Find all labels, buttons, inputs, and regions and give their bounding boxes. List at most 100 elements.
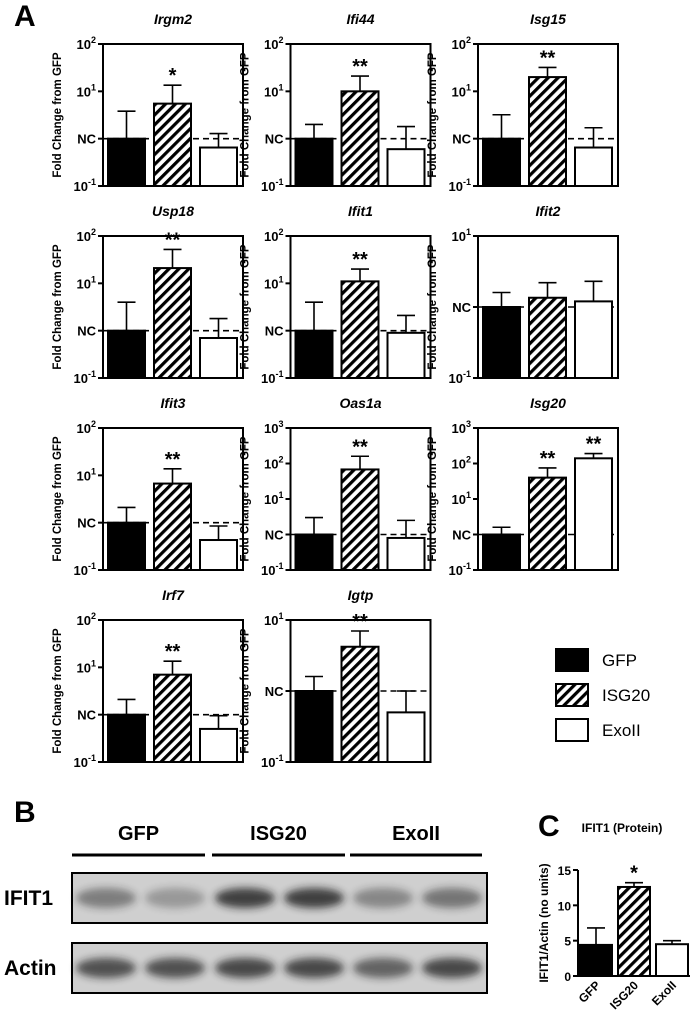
y-tick-label: NC — [265, 132, 284, 147]
significance-label: * — [630, 863, 638, 885]
y-tick-label: 10-1 — [449, 369, 471, 386]
chart-title: Ifi44 — [346, 11, 374, 27]
tick-base: NC — [452, 300, 471, 315]
bar — [340, 645, 380, 764]
plot-frame — [102, 619, 244, 763]
tick-base: 10 — [452, 457, 466, 472]
bar — [199, 727, 238, 763]
y-tick-label: 102 — [264, 455, 283, 472]
bar — [107, 521, 146, 572]
blot-band — [353, 958, 413, 978]
tick-base: 10 — [449, 179, 463, 194]
bar — [294, 137, 334, 188]
tick-base: NC — [77, 708, 96, 723]
y-tick-label: NC — [77, 708, 96, 723]
tick-exponent: -1 — [463, 561, 471, 571]
bar — [386, 331, 426, 379]
tick-base: 10 — [77, 84, 91, 99]
significance-label: ** — [586, 434, 602, 456]
y-axis-label: Fold Change from GFP — [52, 436, 64, 562]
y-axis-label: IFIT1/Actin (no units) — [537, 863, 551, 982]
y-tick-label: 101 — [77, 658, 96, 675]
plot-frame — [477, 43, 619, 187]
tick-exponent: 1 — [278, 82, 283, 92]
tick-exponent: 2 — [278, 455, 283, 465]
bar — [482, 533, 521, 571]
tick-exponent: 1 — [466, 82, 471, 92]
blot-band — [422, 888, 482, 908]
y-axis-label: Fold Change from GFP — [427, 436, 439, 562]
y-tick-label: 10-1 — [74, 369, 96, 386]
tick-exponent: -1 — [88, 753, 96, 763]
bar — [617, 885, 651, 978]
tick-base: NC — [265, 684, 284, 699]
plot-frame — [477, 427, 619, 571]
tick-base: 10 — [261, 179, 275, 194]
tick-base: 10 — [74, 371, 88, 386]
y-tick-label: 101 — [77, 274, 96, 291]
y-tick-label: 102 — [452, 35, 471, 52]
tick-base: NC — [77, 324, 96, 339]
tick-exponent: 1 — [278, 274, 283, 284]
bar — [528, 476, 567, 571]
tick-exponent: 1 — [278, 611, 283, 621]
bar — [655, 943, 689, 978]
legend-label: ExoII — [602, 721, 641, 740]
y-tick-label: 10-1 — [74, 561, 96, 578]
tick-exponent: 2 — [466, 35, 471, 45]
plot-frame — [289, 43, 432, 187]
y-tick-label: NC — [265, 528, 284, 543]
blot-strip — [71, 942, 488, 994]
blot-band — [215, 888, 275, 908]
bar — [574, 300, 613, 380]
tick-exponent: -1 — [275, 753, 283, 763]
legend-label: GFP — [602, 651, 637, 670]
tick-base: 10 — [452, 421, 466, 436]
tick-exponent: 1 — [91, 658, 96, 668]
y-tick-label: 102 — [264, 35, 283, 52]
tick-exponent: 2 — [91, 611, 96, 621]
tick-exponent: -1 — [463, 177, 471, 187]
bar — [386, 536, 426, 572]
y-tick-label: NC — [77, 516, 96, 531]
y-tick-label: 10-1 — [74, 753, 96, 770]
y-tick-label: NC — [265, 684, 284, 699]
y-tick-label: 102 — [77, 611, 96, 628]
x-tick-label: GFP — [576, 978, 603, 1005]
blot-band — [145, 958, 205, 978]
tick-exponent: -1 — [275, 561, 283, 571]
y-tick-label: 101 — [77, 82, 96, 99]
tick-base: 10 — [264, 229, 278, 244]
tick-base: 10 — [264, 84, 278, 99]
y-tick-label: 10-1 — [449, 561, 471, 578]
tick-base: 10 — [452, 229, 466, 244]
y-tick-label: NC — [452, 528, 471, 543]
significance-label: ** — [165, 449, 181, 471]
bar — [107, 329, 146, 379]
blot-band — [76, 958, 136, 978]
tick-base: 10 — [452, 492, 466, 507]
plot-frame — [477, 235, 619, 379]
tick-base: 10 — [77, 37, 91, 52]
y-tick-label: 102 — [77, 35, 96, 52]
bar — [340, 468, 380, 571]
tick-exponent: 1 — [466, 227, 471, 237]
y-tick-label: 5 — [564, 935, 571, 949]
blot-band — [76, 888, 136, 908]
plot-frame — [289, 619, 432, 763]
bar — [107, 137, 146, 188]
y-tick-label: 101 — [264, 274, 283, 291]
tick-base: 10 — [264, 613, 278, 628]
panel-label: C — [538, 810, 560, 843]
blot-strip — [71, 872, 488, 924]
tick-exponent: 1 — [91, 466, 96, 476]
plot-frame — [102, 43, 244, 187]
bar — [153, 102, 192, 187]
bar — [107, 713, 146, 764]
significance-label: ** — [352, 56, 368, 78]
y-tick-label: 15 — [558, 864, 572, 878]
tick-base: 10 — [261, 371, 275, 386]
tick-base: 10 — [264, 276, 278, 291]
bar — [386, 148, 426, 188]
tick-exponent: 1 — [466, 490, 471, 500]
